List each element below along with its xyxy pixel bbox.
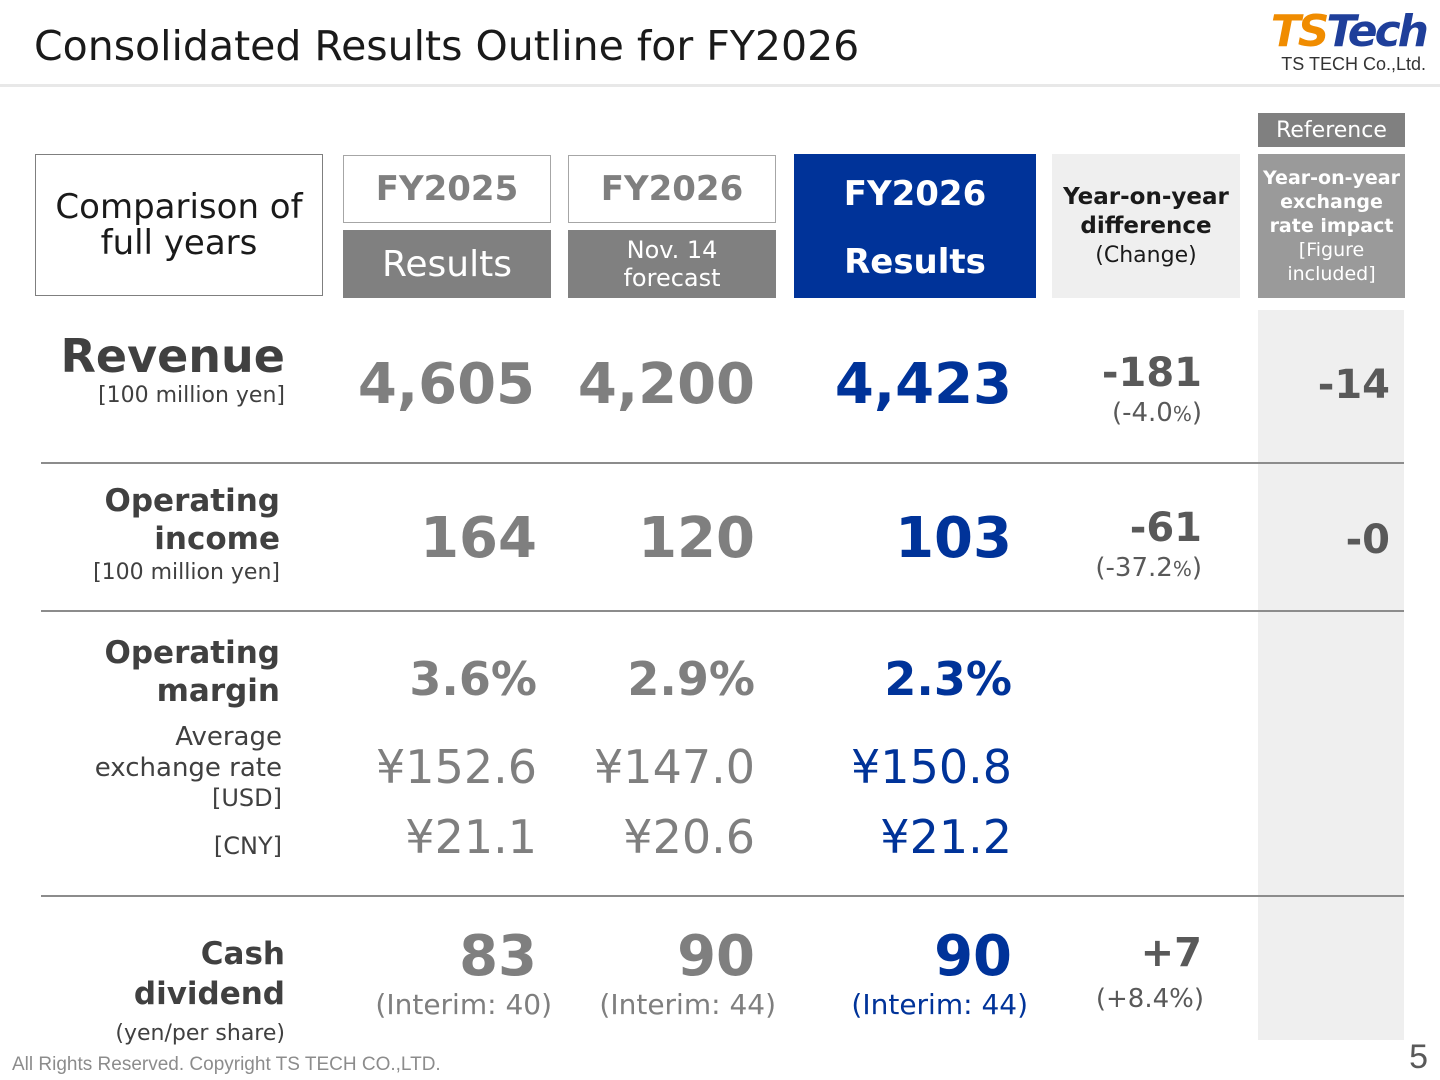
operating-income-yoy-pct: (-37.2%)	[1095, 553, 1202, 583]
page-title: Consolidated Results Outline for FY2026	[34, 22, 860, 70]
cny-rate-forecast: ¥20.6	[623, 810, 755, 864]
reference-header-line1: Year-on-year	[1263, 167, 1400, 189]
title-divider	[0, 84, 1440, 87]
operating-income-fy2025: 164	[420, 506, 537, 571]
logo-company-name: TS TECH Co.,Ltd.	[1281, 54, 1426, 74]
fy2026-results-sub: Results	[844, 242, 986, 282]
operating-income-results: 103	[895, 506, 1012, 571]
logo-mark: TSTech	[1270, 6, 1429, 57]
cny-label: [CNY]	[213, 832, 282, 860]
operating-income-yoy: -61	[1129, 505, 1202, 551]
fy2025-year-header: FY2025	[343, 155, 551, 223]
operating-margin-results: 2.3%	[884, 652, 1012, 706]
cash-dividend-label-block: Cash dividend (yen/per share)	[40, 934, 285, 1054]
usd-rate-forecast: ¥147.0	[594, 740, 755, 794]
company-logo: TSTech TS TECH Co.,Ltd.	[1256, 6, 1429, 75]
fy2026-results-header: FY2026 Results	[794, 154, 1036, 298]
operating-margin-label-1: Operating	[104, 635, 280, 671]
operating-income-forecast: 120	[638, 506, 755, 571]
operating-income-unit: [100 million yen]	[93, 560, 280, 585]
revenue-forecast: 4,200	[577, 352, 755, 417]
usd-rate-fy2025: ¥152.6	[376, 740, 537, 794]
reference-header-line4: [Figure	[1298, 239, 1365, 261]
revenue-reference: -14	[1317, 362, 1390, 408]
row-divider	[41, 895, 1404, 897]
reference-tag: Reference	[1258, 113, 1405, 147]
yoy-difference-header: Year-on-year difference (Change)	[1052, 154, 1240, 298]
row-divider	[41, 610, 1404, 612]
reference-header: Year-on-year exchange rate impact [Figur…	[1258, 154, 1405, 298]
operating-income-label-block: Operating income [100 million yen]	[40, 482, 280, 588]
operating-income-label-1: Operating	[104, 483, 280, 519]
dividend-yoy: +7	[1140, 930, 1202, 976]
exchange-rate-label-2: exchange rate	[94, 753, 282, 783]
usd-label: [USD]	[211, 784, 282, 812]
cny-rate-results: ¥21.2	[880, 810, 1012, 864]
exchange-rate-label-1: Average	[175, 722, 282, 752]
revenue-results: 4,423	[834, 352, 1012, 417]
revenue-unit: [100 million yen]	[98, 383, 285, 408]
operating-margin-forecast: 2.9%	[627, 652, 755, 706]
dividend-fy2025-interim: (Interim: 40)	[375, 988, 552, 1021]
operating-income-label-2: income	[154, 521, 280, 557]
exchange-rate-label-block: Average exchange rate [USD]	[40, 722, 282, 812]
revenue-yoy: -181	[1101, 350, 1202, 396]
dividend-results: 90	[934, 924, 1012, 989]
revenue-fy2025: 4,605	[357, 352, 535, 417]
cash-dividend-label: Cash dividend	[133, 936, 285, 1012]
operating-income-reference: -0	[1345, 517, 1390, 563]
reference-header-line5: included]	[1287, 263, 1376, 285]
yoy-header-line1: Year-on-year	[1063, 183, 1229, 210]
dividend-yoy-pct: (+8.4%)	[1095, 984, 1204, 1014]
revenue-label: Revenue	[60, 329, 286, 383]
dividend-results-interim: (Interim: 44)	[851, 988, 1028, 1021]
cash-dividend-unit: (yen/per share)	[115, 1021, 285, 1046]
fy2026-forecast-year-header: FY2026	[568, 155, 776, 223]
operating-margin-fy2025: 3.6%	[409, 652, 537, 706]
dividend-fy2025: 83	[459, 924, 537, 989]
yoy-header-line3: (Change)	[1095, 242, 1197, 268]
fy2026-results-year: FY2026	[843, 174, 987, 214]
operating-margin-label-2: margin	[156, 673, 280, 709]
reference-header-line2: exchange	[1280, 191, 1383, 213]
dividend-forecast-interim: (Interim: 44)	[599, 988, 776, 1021]
usd-rate-results: ¥150.8	[851, 740, 1012, 794]
copyright-footer: All Rights Reserved. Copyright TS TECH C…	[12, 1054, 441, 1075]
revenue-yoy-pct: (-4.0%)	[1111, 398, 1202, 428]
operating-margin-label-block: Operating margin	[40, 634, 280, 710]
revenue-label-block: Revenue [100 million yen]	[40, 329, 286, 410]
row-divider	[41, 462, 1404, 464]
page-number: 5	[1409, 1038, 1428, 1076]
fy2025-results-header: Results	[343, 230, 551, 298]
fy2026-forecast-sub-header: Nov. 14 forecast	[568, 230, 776, 298]
reference-header-line3: rate impact	[1269, 215, 1394, 237]
yoy-header-line2: difference	[1080, 212, 1212, 239]
dividend-forecast: 90	[677, 924, 755, 989]
reference-column-bg	[1258, 310, 1404, 1040]
cny-rate-fy2025: ¥21.1	[405, 810, 537, 864]
comparison-label: Comparison of full years	[35, 154, 323, 296]
